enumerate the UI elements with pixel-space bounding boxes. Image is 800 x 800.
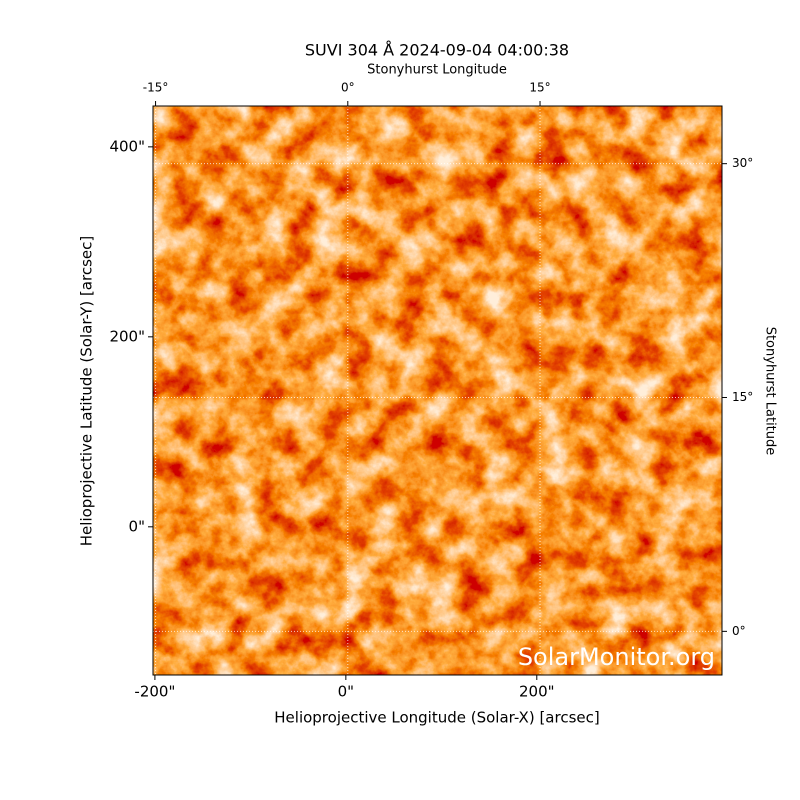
y-tick-label: 0"	[129, 517, 145, 535]
right-tick-label: 0°	[732, 624, 746, 638]
plot-frame	[152, 105, 723, 676]
top-tick-label: 0°	[341, 81, 355, 95]
chart-title: SUVI 304 Å 2024-09-04 04:00:38	[305, 41, 569, 60]
right-tick-label: 15°	[732, 390, 753, 404]
solar-image	[153, 106, 722, 675]
x-axis-label: Helioprojective Longitude (Solar-X) [arc…	[274, 709, 599, 727]
x-tick-label: -200"	[134, 683, 175, 701]
y-tick-label: 400"	[109, 137, 145, 155]
x-tick-label: 200"	[519, 683, 555, 701]
top-tick-label: -15°	[143, 81, 169, 95]
x-tick-label: 0"	[338, 683, 354, 701]
top-tick-label: 15°	[529, 81, 550, 95]
right-axis-label: Stonyhurst Latitude	[763, 327, 778, 456]
y-axis-label: Helioprojective Latitude (Solar-Y) [arcs…	[78, 236, 96, 546]
right-tick-label: 30°	[732, 156, 753, 170]
watermark: SolarMonitor.org	[518, 643, 715, 671]
top-axis-label: Stonyhurst Longitude	[367, 63, 507, 78]
y-tick-label: 200"	[109, 327, 145, 345]
